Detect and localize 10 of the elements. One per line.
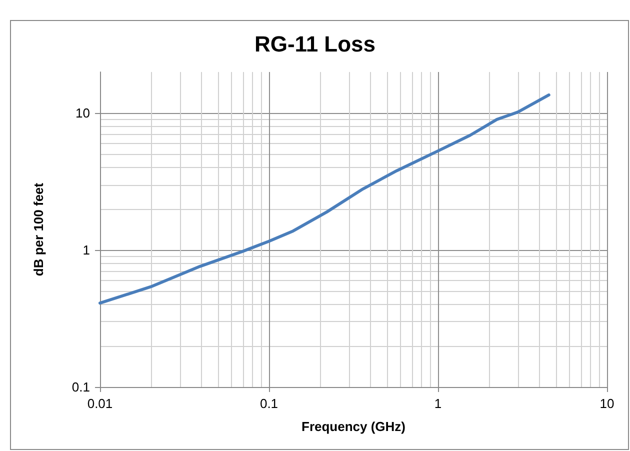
y-tick-label: 0.1: [72, 380, 90, 394]
x-tick-label: 10: [600, 396, 614, 411]
chart-title: RG-11 Loss: [254, 32, 376, 56]
y-tick-label: 10: [76, 106, 90, 121]
y-tick-label: 1: [82, 242, 90, 258]
x-tick-label: 0.1: [260, 396, 278, 411]
y-axis-title: dB per 100 feet: [31, 182, 46, 276]
x-tick-label: 1: [434, 396, 442, 411]
x-tick-label: 0.01: [87, 396, 113, 411]
x-axis-title: Frequency (GHz): [301, 419, 406, 434]
